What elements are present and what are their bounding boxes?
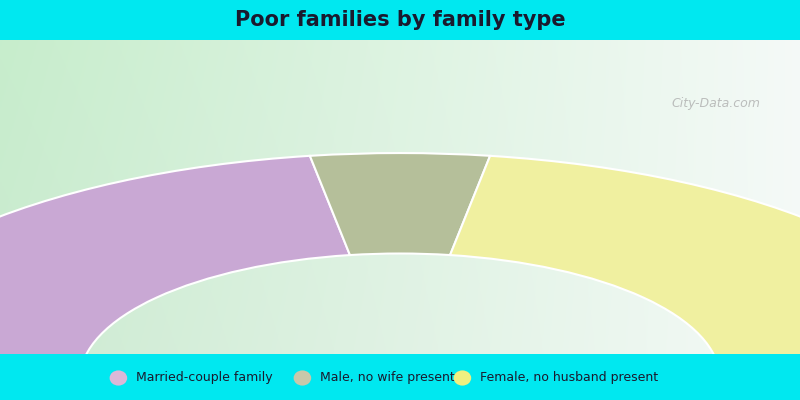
Text: Poor families by family type: Poor families by family type: [234, 10, 566, 30]
Wedge shape: [0, 156, 350, 379]
Wedge shape: [450, 156, 800, 379]
Text: Male, no wife present: Male, no wife present: [320, 372, 454, 384]
Text: Married-couple family: Married-couple family: [136, 372, 273, 384]
Text: Female, no husband present: Female, no husband present: [480, 372, 658, 384]
Text: City-Data.com: City-Data.com: [671, 96, 760, 110]
Wedge shape: [310, 153, 490, 255]
